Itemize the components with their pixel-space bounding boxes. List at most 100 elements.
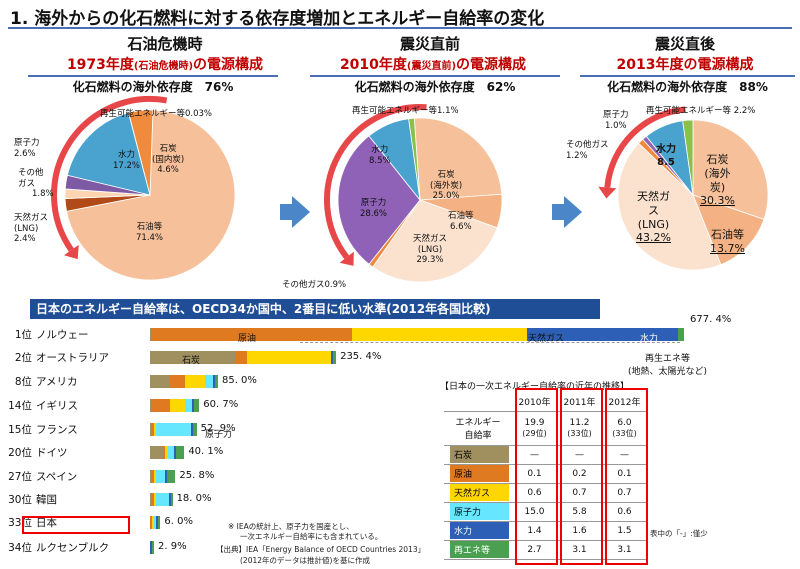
table-header-cell bbox=[444, 392, 512, 412]
p2-hydro-name: 水力 bbox=[371, 145, 389, 155]
p2-lng-label: 天然ガス (LNG) 29.3% bbox=[413, 234, 447, 266]
bar-seg-原子力 bbox=[156, 470, 166, 483]
bar-row-label: 15位 フランス bbox=[8, 422, 78, 437]
table-row: エネルギー 自給率 19.9 (29位) 11.2 (33位) 6.0 (33位) bbox=[444, 411, 647, 446]
pie2-year-tail: の電源構成 bbox=[456, 57, 527, 73]
bar-seg-天然ガス bbox=[185, 375, 205, 388]
bar-seg-水力 bbox=[168, 493, 171, 506]
bar-row-label: 14位 イギリス bbox=[8, 398, 78, 413]
table-cell-value: 1.5 bbox=[617, 525, 632, 536]
table-cell: 0.7 bbox=[602, 483, 647, 503]
bar-seg-水力 bbox=[190, 423, 193, 436]
p2-oil-name: 石油等 bbox=[448, 211, 474, 221]
pie3-arrow bbox=[604, 106, 686, 188]
table-category-label: 天然ガス bbox=[450, 484, 509, 501]
bar-value-label: 40. 1% bbox=[188, 446, 224, 457]
bar-8 bbox=[150, 516, 161, 529]
p3-lng-name: 天然ガ bbox=[636, 190, 670, 203]
bar-seg-天然ガス bbox=[154, 423, 156, 436]
bar-row-label: 27位 スペイン bbox=[8, 469, 77, 484]
bar-row-label: 8位 アメリカ bbox=[8, 374, 78, 389]
table-cell-value: 0.6 bbox=[527, 487, 542, 498]
bar-country: フランス bbox=[36, 424, 78, 436]
bar-seg-再生エネ等 bbox=[167, 470, 176, 483]
pie2-year-sub: (震災直前) bbox=[406, 61, 457, 72]
pie1-header: 石油危機時 bbox=[127, 35, 203, 53]
pie1-year-sub: (石油危機時) bbox=[133, 61, 194, 72]
p3-oil-label: 石油等 13.7% bbox=[710, 228, 745, 256]
bar-seg-水力 bbox=[165, 470, 168, 483]
p2-hydro-value: 8.5% bbox=[369, 155, 391, 166]
japan-highlight-box bbox=[22, 516, 130, 534]
p2-lng-name2: (LNG) bbox=[417, 244, 443, 255]
table-cell-value: 5.8 bbox=[572, 506, 587, 517]
p1-coal-value: 4.6% bbox=[157, 165, 179, 176]
pie1-slice-0 bbox=[66, 109, 236, 281]
table-row-label: 天然ガス bbox=[444, 483, 512, 503]
table-cell: 3.1 bbox=[602, 540, 647, 560]
table-cell-value: 19.9 bbox=[524, 417, 545, 428]
p1-lng-label: 天然ガス (LNG) 2.4% bbox=[14, 213, 48, 245]
bar-value-label: 6. 0% bbox=[164, 516, 194, 527]
p2-other-label: その他ガス0.9% bbox=[282, 280, 347, 290]
table-cell: 0.1 bbox=[512, 464, 557, 484]
bar-6 bbox=[150, 470, 176, 483]
bar-seg-石炭 bbox=[150, 375, 170, 388]
table-cell: 0.6 bbox=[512, 483, 557, 503]
bar-seg-水力 bbox=[156, 516, 158, 529]
bar-5 bbox=[150, 446, 185, 459]
table-cell-value: 2.7 bbox=[527, 544, 542, 555]
table-cell: 5.8 bbox=[557, 502, 602, 522]
table-cell: 1.6 bbox=[557, 521, 602, 541]
note-source: 【出典】IEA「Energy Balance of OECD Countries… bbox=[216, 545, 426, 554]
pie3-slice-6 bbox=[682, 119, 694, 196]
page-title: 1. 海外からの化石燃料に対する依存度増加とエネルギー自給率の変化 bbox=[10, 9, 545, 29]
bar-seg-原子力 bbox=[204, 375, 213, 388]
bar-seg-天然ガス bbox=[154, 493, 156, 506]
table-category-label: 原油 bbox=[450, 465, 509, 482]
p3-coal-name2: (海外 bbox=[704, 166, 731, 180]
bar-country: ノルウェー bbox=[36, 329, 89, 341]
bar-seg-天然ガス bbox=[170, 399, 186, 412]
arrow-right-2 bbox=[552, 196, 582, 228]
bar-seg-石炭 bbox=[150, 328, 152, 341]
table-cell: 0.7 bbox=[557, 483, 602, 503]
aus-coal-label: 石炭 bbox=[182, 356, 201, 366]
p3-coal-label: 石炭 (海外 炭) 30.3% bbox=[700, 153, 735, 208]
self-label-1: エネルギー bbox=[455, 418, 501, 428]
pie2-header: 震災直前 bbox=[399, 35, 460, 53]
pie1-arrow bbox=[51, 96, 168, 252]
p3-nuclear-label: 原子力 1.0% bbox=[603, 110, 629, 131]
table-row: 水力 1.4 1.6 1.5 bbox=[444, 521, 647, 541]
arrow-right-1 bbox=[280, 196, 310, 228]
bar-rank: 33位 bbox=[8, 517, 32, 529]
table-cell: 3.1 bbox=[557, 540, 602, 560]
bar-seg-再生エネ等 bbox=[214, 375, 218, 388]
table-cell: — bbox=[602, 445, 647, 465]
p1-other-value: 1.8% bbox=[32, 189, 54, 200]
table-cell: 11.2 (33位) bbox=[557, 411, 602, 446]
bar-country: 韓国 bbox=[36, 494, 57, 506]
pie3-header: 震災直後 bbox=[654, 35, 715, 53]
bar-rank: 34位 bbox=[8, 542, 32, 554]
pies-svg bbox=[51, 96, 769, 283]
bar-seg-天然ガス bbox=[152, 516, 154, 529]
table-cell: 0.1 bbox=[602, 464, 647, 484]
p1-lng-value: 2.4% bbox=[14, 234, 36, 245]
bar-rank: 8位 bbox=[14, 376, 32, 388]
renew-note: 再生エネ等 (地熱、太陽光など) bbox=[628, 351, 707, 377]
table-row-label: 石炭 bbox=[444, 445, 512, 465]
bar-seg-再生エネ等 bbox=[158, 516, 161, 529]
table-cell: 2.7 bbox=[512, 540, 557, 560]
p2-coal-value: 25.0% bbox=[432, 191, 460, 202]
bar-seg-原子力 bbox=[167, 446, 174, 459]
bar-seg-原子力 bbox=[154, 516, 156, 529]
bar-value-label: 2. 9% bbox=[158, 541, 187, 552]
pie2-slice-0 bbox=[413, 117, 503, 201]
table-row-label: エネルギー 自給率 bbox=[444, 411, 512, 446]
bar-row-label: 20位 ドイツ bbox=[8, 445, 67, 460]
table-cell-value: 0.7 bbox=[572, 487, 587, 498]
bar-4 bbox=[150, 423, 197, 436]
p1-oil-name: 石油等 bbox=[136, 222, 163, 232]
table-category-label: 原子力 bbox=[450, 503, 509, 520]
